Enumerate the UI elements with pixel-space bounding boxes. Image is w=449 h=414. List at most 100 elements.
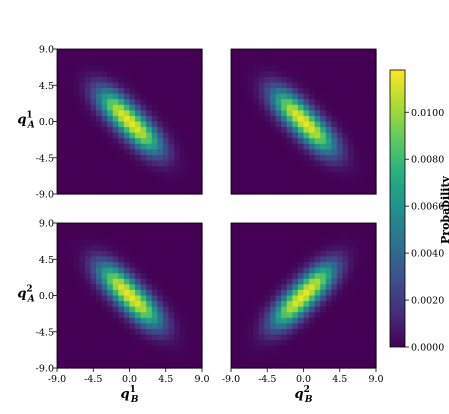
heatmap-cell xyxy=(353,356,360,364)
heatmap-cell xyxy=(68,121,75,128)
heatmap-cell xyxy=(370,334,377,341)
heatmap-cell xyxy=(62,160,69,167)
heatmap-cell xyxy=(112,312,119,319)
heatmap-cell xyxy=(123,121,131,128)
heatmap-cell xyxy=(253,49,260,56)
heatmap-cell xyxy=(179,160,186,167)
heatmap-cell xyxy=(179,323,186,330)
heatmap-cell xyxy=(157,234,164,241)
heatmap-cell xyxy=(336,340,344,347)
heatmap-cell xyxy=(275,284,282,291)
heatmap-cell xyxy=(118,49,125,56)
heatmap-cell xyxy=(96,306,103,313)
heatmap-cell xyxy=(140,289,147,297)
heatmap-cell xyxy=(342,362,349,369)
heatmap-cell xyxy=(190,295,198,302)
heatmap-cell xyxy=(135,284,142,291)
heatmap-cell xyxy=(270,262,277,269)
heatmap-cell xyxy=(185,362,192,369)
heatmap-cell xyxy=(162,312,170,319)
heatmap-cell xyxy=(236,262,243,269)
heatmap-cell xyxy=(242,228,249,235)
heatmap-cell xyxy=(247,71,254,78)
heatmap-cell xyxy=(107,323,114,330)
heatmap-cell xyxy=(264,182,271,190)
heatmap-cell xyxy=(314,328,321,336)
heatmap-cell xyxy=(270,239,277,246)
heatmap-cell xyxy=(118,54,125,61)
heatmap-cell xyxy=(331,138,338,145)
heatmap-cell xyxy=(370,49,377,56)
heatmap-cell xyxy=(190,177,198,184)
heatmap-cell xyxy=(331,228,338,235)
heatmap-cell xyxy=(84,149,92,156)
heatmap-cell xyxy=(168,340,175,347)
heatmap-cell xyxy=(140,88,147,95)
heatmap-cell xyxy=(258,223,266,230)
heatmap-cell xyxy=(79,54,86,61)
heatmap-cell xyxy=(140,356,147,364)
heatmap-cell xyxy=(331,171,338,178)
heatmap-panel xyxy=(57,49,203,195)
heatmap-cell xyxy=(162,356,170,364)
heatmap-cell xyxy=(84,323,92,330)
heatmap-cell xyxy=(297,234,305,241)
heatmap-cell xyxy=(258,54,266,61)
heatmap-cell xyxy=(231,127,238,134)
heatmap-cell xyxy=(325,301,332,308)
heatmap-cell xyxy=(123,250,131,258)
heatmap-cell xyxy=(314,132,321,139)
heatmap-cell xyxy=(168,323,175,330)
heatmap-cell xyxy=(79,284,86,291)
heatmap-cell xyxy=(331,188,338,195)
heatmap-cell xyxy=(90,188,97,195)
heatmap-cell xyxy=(168,177,175,184)
heatmap-cell xyxy=(79,245,86,252)
heatmap-cell xyxy=(190,132,198,139)
heatmap-cell xyxy=(275,177,282,184)
heatmap-cell xyxy=(101,267,108,274)
heatmap-cell xyxy=(174,351,181,358)
heatmap-cell xyxy=(348,295,355,302)
heatmap-cell xyxy=(174,362,181,369)
heatmap-cell xyxy=(190,171,198,178)
heatmap-cell xyxy=(196,228,203,235)
heatmap-cell xyxy=(253,334,260,341)
heatmap-cell xyxy=(190,223,198,230)
heatmap-cell xyxy=(84,177,92,184)
heatmap-cell xyxy=(320,223,327,230)
heatmap-cell xyxy=(325,49,332,56)
heatmap-cell xyxy=(162,104,170,111)
heatmap-cell xyxy=(73,177,80,184)
heatmap-cell xyxy=(286,121,293,128)
heatmap-cell xyxy=(275,245,282,252)
heatmap-cell xyxy=(157,132,164,139)
heatmap-cell xyxy=(236,301,243,308)
heatmap-panel xyxy=(231,49,377,195)
heatmap-cell xyxy=(112,323,119,330)
heatmap-cell xyxy=(151,356,158,364)
heatmap-cell xyxy=(264,160,271,167)
panel-frame xyxy=(230,48,377,195)
heatmap-cell xyxy=(353,115,360,123)
heatmap-cell xyxy=(297,301,305,308)
heatmap-cell xyxy=(112,188,119,195)
heatmap-cell xyxy=(140,182,147,190)
heatmap-cell xyxy=(253,54,260,61)
heatmap-cell xyxy=(275,99,282,106)
heatmap-cell xyxy=(320,239,327,246)
heatmap-cell xyxy=(275,104,282,111)
heatmap-cell xyxy=(62,182,69,190)
heatmap-cell xyxy=(62,306,69,313)
heatmap-cell xyxy=(123,49,131,56)
heatmap-cell xyxy=(84,49,92,56)
heatmap-cell xyxy=(286,295,293,302)
heatmap-cell xyxy=(309,132,316,139)
heatmap-cell xyxy=(297,182,305,190)
heatmap-cell xyxy=(151,82,158,89)
heatmap-cell xyxy=(247,166,254,173)
heatmap-cell xyxy=(146,182,153,190)
heatmap-cell xyxy=(185,267,192,274)
heatmap-cell xyxy=(101,76,108,84)
heatmap-cell xyxy=(112,121,119,128)
